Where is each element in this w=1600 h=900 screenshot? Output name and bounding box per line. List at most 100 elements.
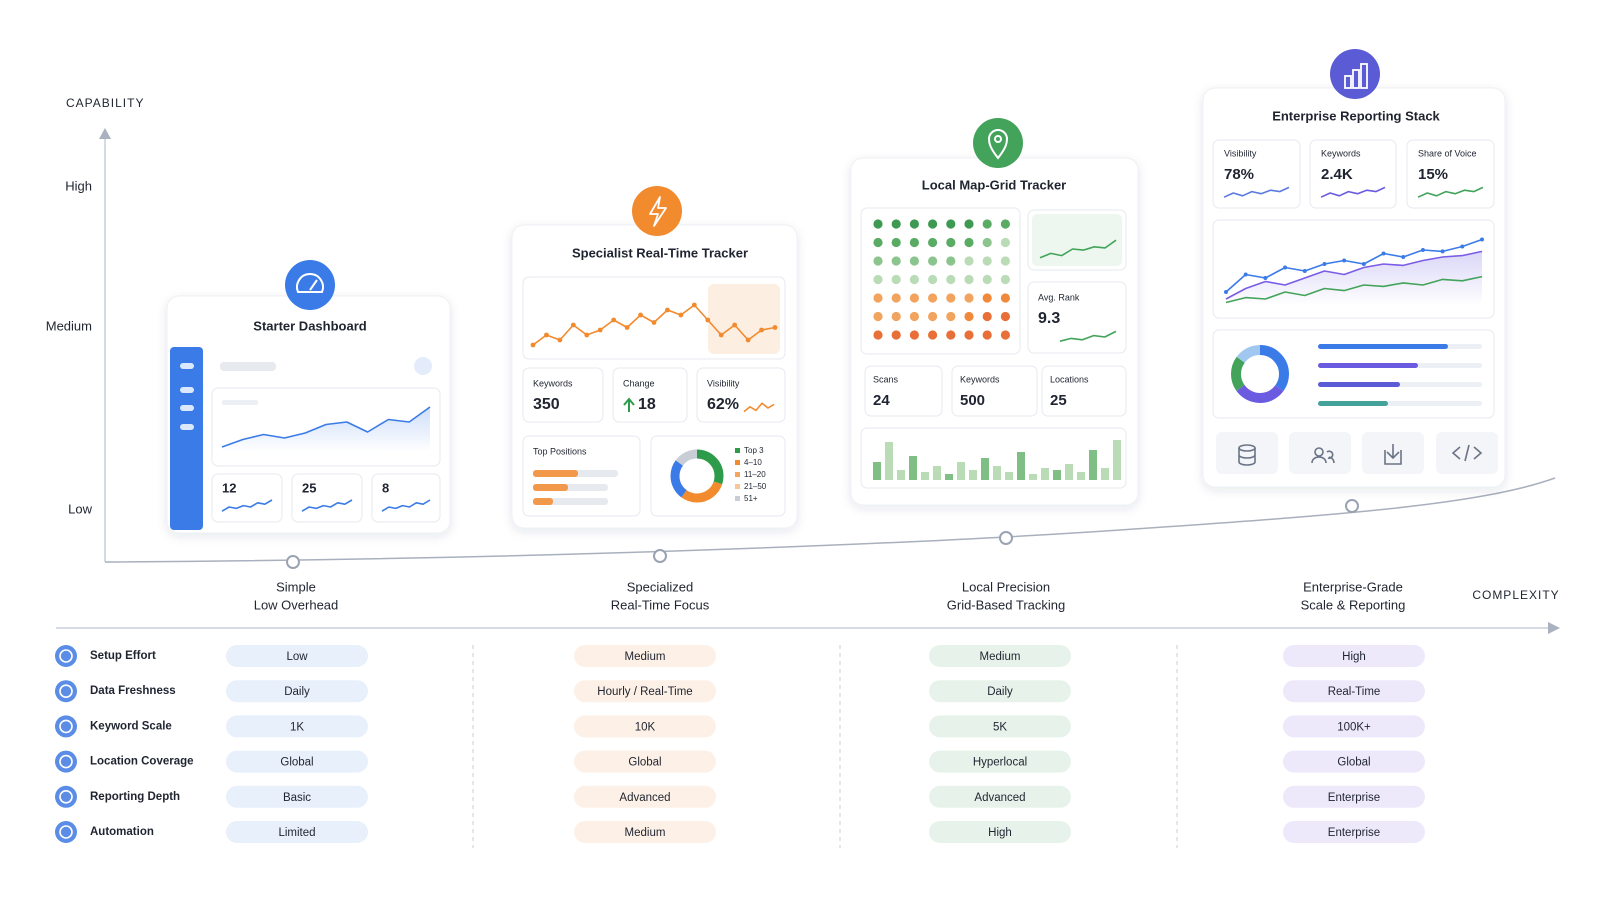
grid-dot	[964, 311, 974, 322]
value-text: Advanced	[974, 792, 1025, 804]
grid-dot	[964, 237, 974, 248]
panel	[211, 473, 283, 523]
row-label: Reporting Depth	[90, 791, 180, 803]
row-icon-ring	[59, 825, 73, 839]
value-text: Global	[1337, 757, 1370, 769]
sparkline-dot	[705, 317, 711, 323]
bar-fill	[1318, 382, 1400, 387]
legend-swatch	[735, 460, 740, 465]
value-pill	[1283, 715, 1425, 738]
panel	[951, 365, 1038, 417]
grid-dot	[964, 330, 974, 340]
sparkline-dot	[1283, 265, 1288, 270]
grid-dot	[1000, 293, 1011, 303]
value-pill	[1283, 645, 1425, 667]
y-axis-title: CAPABILITY	[66, 96, 144, 110]
grid-dot	[909, 274, 920, 285]
y-level-label: Medium	[46, 318, 92, 333]
value-text: Enterprise	[1328, 827, 1380, 839]
value-pill	[574, 785, 716, 808]
value-pill	[226, 821, 368, 843]
sparkline-dot	[678, 312, 684, 318]
legend-label: Top 3	[744, 446, 764, 455]
tool-button[interactable]	[1216, 432, 1278, 474]
pin-glyph	[987, 129, 1009, 160]
row-icon	[55, 750, 77, 773]
row-icon-ring	[59, 754, 73, 769]
value-text: Basic	[283, 792, 311, 804]
value-text: High	[1342, 651, 1366, 663]
grid-dot	[946, 311, 956, 322]
value-pill	[574, 680, 716, 703]
grid-dot	[873, 274, 883, 285]
value-text: 5K	[993, 721, 1007, 733]
card-title: Starter Dashboard	[253, 318, 366, 333]
sparkline-dot	[691, 302, 697, 308]
value-text: Medium	[980, 651, 1021, 663]
grid-dot	[1000, 330, 1011, 340]
legend-swatch	[735, 472, 740, 477]
sparkline	[221, 406, 431, 448]
row-label: Data Freshness	[90, 685, 176, 697]
grid-dot	[928, 311, 938, 322]
grid-dot	[1000, 256, 1011, 266]
value-text: Medium	[625, 651, 666, 663]
value-pill	[1283, 750, 1425, 773]
sparkline-dot	[1381, 251, 1386, 256]
metric-label: Keywords	[960, 374, 1000, 384]
tier-caption: Simple	[276, 579, 316, 594]
tool-button[interactable]	[1289, 432, 1351, 474]
card-title: Local Map-Grid Tracker	[922, 177, 1067, 192]
grid-dot	[982, 274, 992, 285]
highlight	[708, 284, 780, 354]
mini-bar	[1041, 468, 1049, 480]
grid-dot	[928, 237, 938, 248]
sparkline-dot	[1401, 255, 1406, 259]
sparkline-dot	[1420, 248, 1425, 252]
mini-bar	[1065, 464, 1073, 480]
grid-dot	[891, 274, 901, 285]
value-text: Advanced	[619, 792, 670, 804]
sparkline	[1417, 186, 1484, 198]
pin-dot	[994, 135, 1002, 143]
bars-glyph	[1344, 75, 1352, 89]
value-text: Global	[628, 757, 661, 769]
grid-dot	[928, 274, 938, 285]
tier-icon	[285, 260, 335, 310]
grid-dot	[909, 311, 920, 322]
bars-glyph	[1352, 69, 1360, 89]
value-pill	[929, 821, 1071, 843]
curve-node	[653, 549, 667, 563]
panel-title: Top Positions	[533, 446, 587, 456]
sparkline-dot	[638, 312, 643, 318]
y-level-label: High	[65, 178, 92, 193]
sparkline-dot	[1243, 272, 1248, 277]
mini-bar	[909, 456, 917, 480]
row-icon-ring	[59, 649, 73, 663]
panel	[860, 207, 1021, 355]
row-label: Keyword Scale	[90, 720, 172, 732]
value-text: Global	[280, 757, 313, 769]
grid-dot	[873, 311, 883, 322]
y-axis-arrow	[99, 128, 111, 139]
grid-dot	[946, 293, 956, 303]
tier-caption: Enterprise-Grade	[1303, 579, 1403, 594]
grid-dot	[982, 219, 992, 229]
legend-swatch	[735, 496, 740, 501]
grid-dot	[946, 330, 956, 340]
grid-dot	[909, 256, 920, 266]
grid-dot	[1000, 311, 1011, 322]
grid-dot	[873, 256, 883, 266]
legend-label: 51+	[744, 494, 758, 503]
sparkline-dot	[665, 307, 670, 313]
sidebar-item	[180, 424, 194, 430]
grid-dot	[982, 237, 992, 248]
curve-node	[286, 555, 300, 569]
sparkline-dot	[772, 325, 778, 330]
grid-dot	[909, 330, 920, 340]
sparkline-dot	[1263, 276, 1268, 280]
mini-bar	[1029, 474, 1037, 480]
value-pill	[574, 821, 716, 843]
grid-dot	[964, 256, 974, 266]
